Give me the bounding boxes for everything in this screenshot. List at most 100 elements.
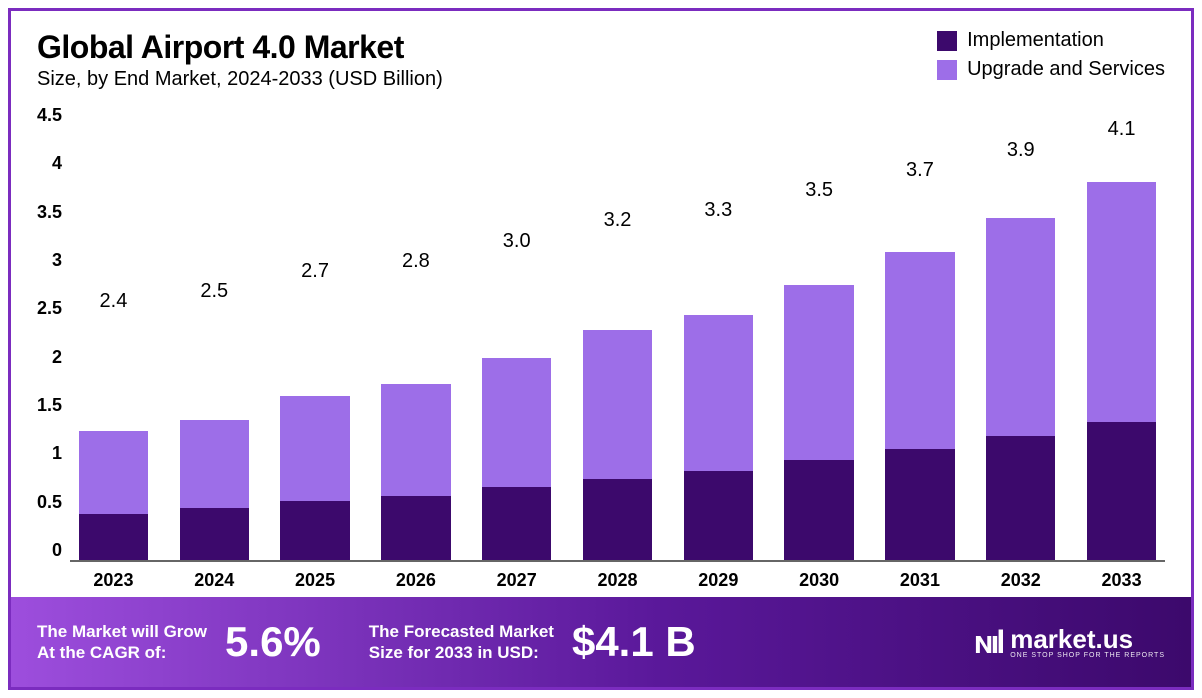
bar-column: 2.4 — [70, 105, 157, 560]
bar-segment-upgrade — [986, 218, 1055, 435]
plot: 2.4 2.5 2.7 2.8 3.0 3.2 3.3 3.5 3.7 3.9 4.1 — [70, 105, 1165, 562]
x-tick-label: 2029 — [675, 570, 762, 591]
legend-item: Implementation — [937, 29, 1165, 52]
chart-card: Global Airport 4.0 Market Size, by End M… — [8, 8, 1194, 690]
x-tick-label: 2023 — [70, 570, 157, 591]
legend: Implementation Upgrade and Services — [937, 29, 1165, 81]
bar-stack — [180, 307, 249, 560]
bar-segment-implementation — [885, 449, 954, 560]
bar-total-label: 2.4 — [100, 290, 128, 313]
bar-segment-upgrade — [1087, 182, 1156, 422]
forecast-label: The Forecasted MarketSize for 2033 in US… — [369, 621, 554, 664]
bar-stack — [684, 226, 753, 560]
y-tick-label: 3 — [52, 250, 62, 271]
bar-segment-upgrade — [482, 358, 551, 487]
brand-logo-icon: ɴıl — [974, 624, 1002, 661]
bar-column: 3.3 — [675, 105, 762, 560]
bar-segment-upgrade — [180, 420, 249, 509]
x-tick-label: 2025 — [272, 570, 359, 591]
legend-swatch — [937, 31, 957, 51]
bar-stack — [583, 236, 652, 560]
bar-segment-upgrade — [280, 396, 349, 501]
bar-segment-implementation — [482, 487, 551, 560]
bar-segment-implementation — [684, 471, 753, 560]
bar-column: 2.5 — [171, 105, 258, 560]
brand-tagline: ONE STOP SHOP FOR THE REPORTS — [1010, 652, 1165, 659]
footer-banner: The Market will GrowAt the CAGR of: 5.6%… — [11, 597, 1191, 687]
bar-column: 4.1 — [1078, 105, 1165, 560]
title-block: Global Airport 4.0 Market Size, by End M… — [37, 29, 443, 91]
bar-stack — [784, 206, 853, 560]
y-tick-label: 2 — [52, 347, 62, 368]
chart-title: Global Airport 4.0 Market — [37, 29, 443, 66]
y-tick-label: 4 — [52, 153, 62, 174]
bar-total-label: 3.5 — [805, 179, 833, 202]
bar-column: 2.8 — [372, 105, 459, 560]
bar-column: 3.9 — [977, 105, 1064, 560]
bar-stack — [381, 277, 450, 560]
cagr-value: 5.6% — [225, 618, 321, 666]
y-tick-label: 4.5 — [37, 105, 62, 126]
bar-segment-upgrade — [885, 252, 954, 448]
y-axis: 4.5 4 3.5 3 2.5 2 1.5 1 0.5 0 — [37, 105, 70, 591]
y-tick-label: 2.5 — [37, 298, 62, 319]
cagr-block: The Market will GrowAt the CAGR of: 5.6% — [37, 618, 321, 666]
chart-subtitle: Size, by End Market, 2024-2033 (USD Bill… — [37, 68, 443, 91]
bar-segment-implementation — [784, 460, 853, 560]
brand-name: market.us — [1010, 626, 1165, 652]
y-tick-label: 1.5 — [37, 395, 62, 416]
bar-total-label: 2.5 — [200, 280, 228, 303]
forecast-block: The Forecasted MarketSize for 2033 in US… — [369, 618, 696, 666]
bar-column: 3.5 — [776, 105, 863, 560]
bar-total-label: 3.9 — [1007, 139, 1035, 162]
x-tick-label: 2024 — [171, 570, 258, 591]
bar-total-label: 3.3 — [704, 199, 732, 222]
bar-total-label: 3.2 — [604, 209, 632, 232]
bar-total-label: 3.7 — [906, 159, 934, 182]
y-tick-label: 0 — [52, 540, 62, 561]
bar-segment-implementation — [180, 508, 249, 560]
bar-stack — [986, 166, 1055, 560]
bar-segment-implementation — [280, 501, 349, 560]
brand-text: market.us ONE STOP SHOP FOR THE REPORTS — [1010, 626, 1165, 659]
bar-stack — [482, 257, 551, 560]
bar-segment-implementation — [381, 496, 450, 560]
bar-total-label: 3.0 — [503, 230, 531, 253]
cagr-label: The Market will GrowAt the CAGR of: — [37, 621, 207, 664]
x-tick-label: 2026 — [372, 570, 459, 591]
bar-segment-upgrade — [684, 315, 753, 471]
bar-total-label: 2.8 — [402, 250, 430, 273]
y-tick-label: 0.5 — [37, 492, 62, 513]
x-tick-label: 2033 — [1078, 570, 1165, 591]
bar-stack — [1087, 145, 1156, 560]
legend-label: Upgrade and Services — [967, 58, 1165, 81]
legend-swatch — [937, 60, 957, 80]
bar-total-label: 4.1 — [1108, 118, 1136, 141]
bar-segment-upgrade — [583, 330, 652, 479]
bar-segment-implementation — [79, 514, 148, 560]
legend-label: Implementation — [967, 29, 1104, 52]
bar-stack — [280, 287, 349, 560]
bar-stack — [885, 186, 954, 560]
y-tick-label: 1 — [52, 443, 62, 464]
bar-total-label: 2.7 — [301, 260, 329, 283]
bar-segment-implementation — [986, 436, 1055, 560]
bar-segment-implementation — [1087, 422, 1156, 560]
bar-column: 2.7 — [272, 105, 359, 560]
brand: ɴıl market.us ONE STOP SHOP FOR THE REPO… — [974, 624, 1165, 661]
x-tick-label: 2031 — [877, 570, 964, 591]
bar-column: 3.0 — [473, 105, 560, 560]
x-axis: 2023202420252026202720282029203020312032… — [70, 562, 1165, 591]
header: Global Airport 4.0 Market Size, by End M… — [11, 11, 1191, 97]
plot-wrap: 2.4 2.5 2.7 2.8 3.0 3.2 3.3 3.5 3.7 3.9 4.1 2023 20… — [70, 105, 1165, 591]
bar-segment-upgrade — [381, 384, 450, 496]
x-tick-label: 2032 — [977, 570, 1064, 591]
bar-segment-implementation — [583, 479, 652, 560]
bar-column: 3.7 — [877, 105, 964, 560]
chart-area: 4.5 4 3.5 3 2.5 2 1.5 1 0.5 0 2.4 2.5 2.7 2.8 3.0 3.2 3… — [11, 97, 1191, 597]
bar-stack — [79, 317, 148, 560]
bar-segment-upgrade — [79, 431, 148, 515]
bar-segment-upgrade — [784, 285, 853, 460]
x-tick-label: 2030 — [776, 570, 863, 591]
y-tick-label: 3.5 — [37, 202, 62, 223]
